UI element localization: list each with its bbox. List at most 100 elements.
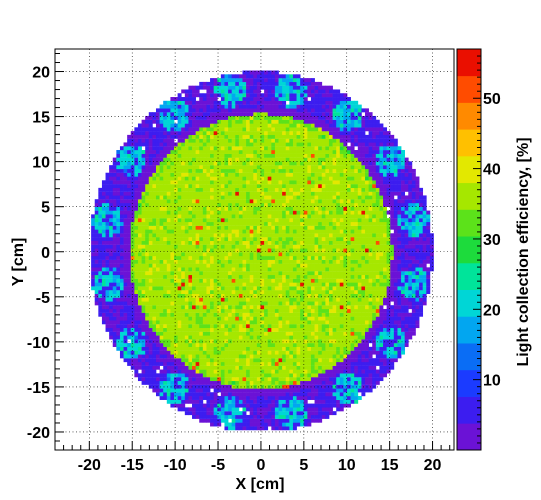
heatmap-cell xyxy=(246,350,251,355)
heatmap-cell xyxy=(253,388,258,393)
heatmap-cell xyxy=(195,233,200,238)
heatmap-cell xyxy=(148,203,153,207)
heatmap-cell xyxy=(228,320,233,325)
heatmap-cell xyxy=(231,388,236,393)
heatmap-cell xyxy=(300,407,305,412)
heatmap-cell xyxy=(192,305,196,310)
heatmap-cell xyxy=(119,203,124,207)
heatmap-cell xyxy=(361,271,366,276)
heatmap-cell xyxy=(188,293,193,298)
heatmap-cell xyxy=(379,312,384,317)
heatmap-cell xyxy=(310,244,315,249)
heatmap-cell xyxy=(289,331,294,336)
heatmap-cell xyxy=(375,244,380,249)
heatmap-cell xyxy=(91,248,96,253)
heatmap-cell xyxy=(166,358,171,363)
heatmap-cell xyxy=(357,388,362,393)
heatmap-cell xyxy=(152,346,157,351)
heatmap-cell xyxy=(408,225,413,230)
heatmap-cell xyxy=(184,305,189,310)
heatmap-cell xyxy=(267,286,272,291)
heatmap-cell xyxy=(155,252,160,257)
heatmap-cell xyxy=(127,286,132,291)
heatmap-cell xyxy=(289,407,294,412)
heatmap-cell xyxy=(375,271,380,276)
heatmap-cell xyxy=(372,308,377,313)
heatmap-cell xyxy=(347,244,351,249)
heatmap-cell xyxy=(271,380,276,385)
heatmap-cell xyxy=(354,388,359,393)
heatmap-cell xyxy=(213,312,218,317)
heatmap-cell xyxy=(393,199,398,204)
heatmap-cell xyxy=(141,191,146,196)
heatmap-cell xyxy=(390,210,395,215)
heatmap-cell xyxy=(285,199,290,204)
heatmap-cell xyxy=(188,267,193,272)
heatmap-cell xyxy=(318,203,323,207)
heatmap-cell xyxy=(332,199,337,204)
heatmap-cell xyxy=(285,327,290,332)
heatmap-cell xyxy=(98,267,103,272)
heatmap-cell xyxy=(249,392,254,397)
heatmap-cell xyxy=(307,206,312,211)
heatmap-cell xyxy=(181,229,186,234)
heatmap-cell xyxy=(314,414,319,419)
heatmap-cell xyxy=(260,206,265,211)
heatmap-cell xyxy=(411,293,416,298)
heatmap-cell xyxy=(357,237,362,242)
heatmap-cell xyxy=(238,377,243,382)
heatmap-cell xyxy=(181,324,186,329)
heatmap-cell xyxy=(328,399,333,404)
heatmap-cell xyxy=(116,206,121,211)
heatmap-cell xyxy=(282,240,287,245)
heatmap-cell xyxy=(278,297,283,302)
heatmap-cell xyxy=(166,361,171,366)
heatmap-cell xyxy=(163,195,168,200)
heatmap-cell xyxy=(210,320,214,325)
heatmap-cell xyxy=(141,308,146,313)
heatmap-cell xyxy=(141,274,146,279)
heatmap-cell xyxy=(188,203,193,207)
heatmap-cell xyxy=(163,233,168,238)
heatmap-cell xyxy=(343,316,348,321)
heatmap-cell xyxy=(282,308,287,313)
heatmap-cell xyxy=(307,195,312,200)
heatmap-cell xyxy=(390,361,395,366)
heatmap-cell xyxy=(249,380,254,385)
heatmap-cell xyxy=(159,380,164,385)
heatmap-cell xyxy=(195,396,200,400)
heatmap-cell xyxy=(116,305,121,310)
heatmap-cell xyxy=(267,422,272,427)
heatmap-cell xyxy=(357,293,362,298)
heatmap-cell xyxy=(246,377,251,382)
heatmap-cell xyxy=(383,354,387,359)
heatmap-cell xyxy=(289,195,294,200)
heatmap-cell xyxy=(174,350,178,355)
heatmap-cell xyxy=(184,369,189,374)
heatmap-cell xyxy=(220,358,225,363)
heatmap-cell xyxy=(148,377,153,382)
heatmap-cell xyxy=(267,418,272,423)
heatmap-cell xyxy=(328,274,333,279)
heatmap-cell xyxy=(397,252,402,257)
heatmap-cell xyxy=(278,248,283,253)
heatmap-cell xyxy=(393,259,398,264)
heatmap-cell xyxy=(365,305,369,310)
heatmap-cell xyxy=(224,199,229,204)
heatmap-cell xyxy=(282,203,287,207)
heatmap-cell xyxy=(134,191,139,196)
heatmap-cell xyxy=(404,301,409,306)
heatmap-cell xyxy=(202,384,207,389)
heatmap-cell xyxy=(224,373,229,378)
heatmap-cell xyxy=(134,233,139,238)
heatmap-cell xyxy=(188,286,193,291)
heatmap-cell xyxy=(155,233,160,238)
heatmap-cell xyxy=(379,210,384,215)
heatmap-cell xyxy=(325,403,330,408)
heatmap-cell xyxy=(224,324,229,329)
heatmap-cell xyxy=(375,240,380,245)
heatmap-cell xyxy=(253,286,258,291)
heatmap-cell xyxy=(365,327,369,332)
heatmap-cell xyxy=(256,244,261,249)
heatmap-cell xyxy=(116,308,121,313)
